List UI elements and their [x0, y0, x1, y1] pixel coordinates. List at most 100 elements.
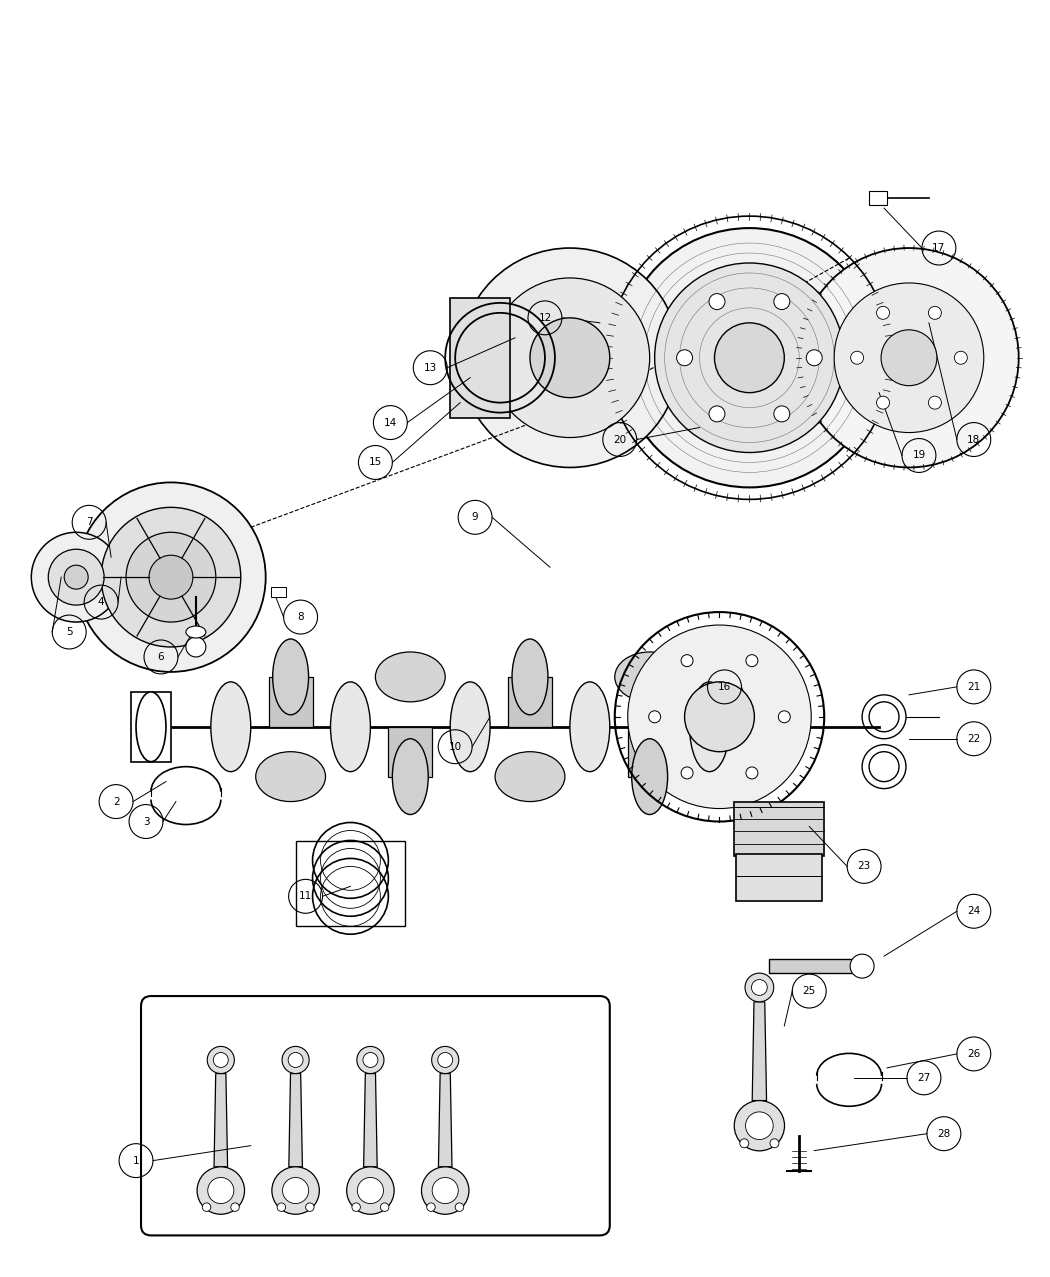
Text: 16: 16: [718, 682, 731, 692]
Circle shape: [746, 1112, 773, 1139]
Circle shape: [433, 1177, 458, 1204]
Text: 12: 12: [539, 313, 551, 323]
Text: 11: 11: [299, 891, 312, 902]
Circle shape: [288, 1052, 303, 1068]
Circle shape: [48, 549, 104, 605]
Circle shape: [213, 1052, 228, 1068]
Circle shape: [357, 1046, 384, 1074]
Circle shape: [203, 1203, 211, 1212]
Text: 2: 2: [112, 797, 120, 807]
Circle shape: [709, 406, 724, 421]
Ellipse shape: [450, 682, 490, 771]
Text: 8: 8: [297, 612, 303, 622]
Text: 27: 27: [918, 1073, 930, 1083]
Circle shape: [346, 1167, 394, 1214]
Circle shape: [752, 979, 768, 995]
Circle shape: [126, 533, 216, 622]
Circle shape: [460, 248, 679, 467]
Circle shape: [778, 711, 791, 723]
Text: 15: 15: [369, 457, 382, 467]
Circle shape: [806, 350, 822, 365]
Circle shape: [357, 1177, 383, 1204]
Circle shape: [834, 283, 984, 433]
Circle shape: [197, 1167, 245, 1214]
FancyBboxPatch shape: [296, 842, 405, 926]
Circle shape: [877, 396, 889, 409]
Ellipse shape: [496, 752, 565, 802]
Circle shape: [850, 954, 874, 978]
Circle shape: [681, 655, 693, 667]
Circle shape: [186, 637, 206, 656]
FancyBboxPatch shape: [141, 996, 610, 1235]
Circle shape: [101, 507, 240, 647]
Polygon shape: [752, 1002, 766, 1101]
Polygon shape: [388, 727, 433, 776]
Circle shape: [850, 351, 863, 364]
Text: 19: 19: [912, 451, 926, 461]
Text: 23: 23: [858, 862, 870, 871]
Ellipse shape: [136, 692, 166, 761]
Bar: [271, 587, 286, 598]
Text: 9: 9: [471, 512, 479, 522]
Circle shape: [272, 1167, 319, 1214]
Circle shape: [685, 682, 754, 752]
Circle shape: [352, 1203, 360, 1212]
Polygon shape: [628, 727, 672, 776]
Text: 22: 22: [967, 734, 981, 743]
Text: 26: 26: [967, 1048, 981, 1059]
Ellipse shape: [273, 638, 309, 715]
Ellipse shape: [393, 738, 428, 815]
Text: 14: 14: [383, 418, 397, 428]
Circle shape: [306, 1203, 314, 1212]
Circle shape: [438, 1052, 453, 1068]
Circle shape: [32, 533, 121, 622]
Circle shape: [208, 1177, 234, 1204]
Bar: [450, 298, 510, 418]
Text: 20: 20: [613, 434, 626, 444]
Circle shape: [654, 263, 844, 452]
Circle shape: [709, 294, 724, 309]
Circle shape: [432, 1046, 459, 1074]
Circle shape: [77, 483, 266, 672]
Circle shape: [799, 248, 1018, 467]
Ellipse shape: [632, 738, 668, 815]
Circle shape: [149, 555, 193, 599]
Circle shape: [380, 1203, 388, 1212]
Circle shape: [282, 1177, 309, 1204]
Text: 3: 3: [143, 816, 149, 826]
Polygon shape: [439, 1074, 452, 1167]
Circle shape: [426, 1203, 435, 1212]
Text: 25: 25: [802, 986, 816, 996]
Ellipse shape: [376, 653, 445, 702]
Circle shape: [774, 294, 790, 309]
Circle shape: [64, 566, 88, 589]
Text: 5: 5: [66, 627, 72, 637]
Text: 24: 24: [967, 907, 981, 917]
Circle shape: [740, 1139, 749, 1148]
Polygon shape: [214, 1074, 228, 1167]
Circle shape: [490, 278, 650, 438]
Polygon shape: [269, 677, 313, 727]
Bar: [736, 854, 822, 902]
Ellipse shape: [186, 626, 206, 638]
Circle shape: [714, 323, 784, 392]
Circle shape: [954, 351, 967, 364]
Ellipse shape: [256, 752, 326, 802]
Ellipse shape: [690, 682, 730, 771]
Polygon shape: [508, 677, 552, 727]
Text: 6: 6: [158, 653, 164, 661]
Ellipse shape: [614, 653, 685, 702]
Circle shape: [881, 329, 937, 386]
Text: 17: 17: [932, 243, 946, 253]
Text: 1: 1: [132, 1156, 140, 1166]
Text: 28: 28: [938, 1129, 950, 1139]
Polygon shape: [363, 1074, 377, 1167]
Ellipse shape: [211, 682, 251, 771]
Circle shape: [207, 1046, 234, 1074]
Circle shape: [649, 711, 660, 723]
Circle shape: [681, 767, 693, 779]
Circle shape: [877, 306, 889, 319]
Circle shape: [363, 1052, 378, 1068]
Bar: [869, 192, 887, 206]
Ellipse shape: [512, 638, 548, 715]
